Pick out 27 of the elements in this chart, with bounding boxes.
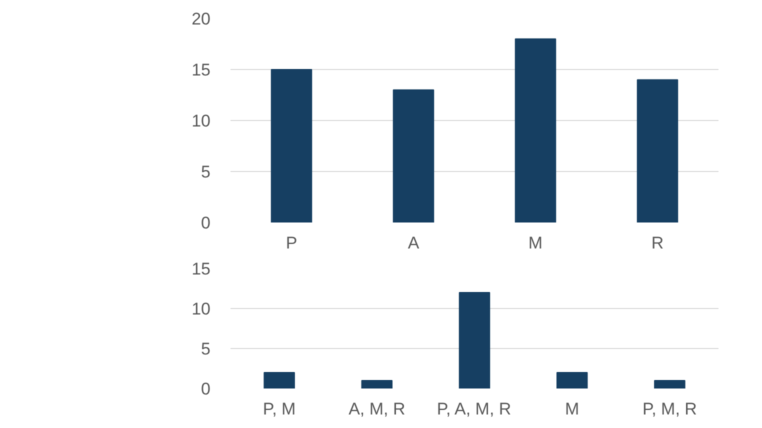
y-tick-label: 15 <box>192 60 211 80</box>
bar <box>556 372 588 388</box>
y-tick-label: 5 <box>201 162 211 182</box>
bar <box>361 380 393 388</box>
y-tick-label: 0 <box>201 214 211 232</box>
x-tick-label: M <box>565 400 580 418</box>
bar <box>636 79 678 222</box>
x-tick-label: A, M, R <box>348 400 406 418</box>
x-tick-label: P, M, R <box>642 400 697 418</box>
bar <box>270 69 312 222</box>
x-tick-label: P <box>286 234 298 252</box>
y-tick-label: 10 <box>192 112 211 130</box>
y-tick-label: 0 <box>201 380 211 398</box>
x-tick-label: M <box>528 234 543 252</box>
bar <box>264 372 295 388</box>
x-tick-label: P, M <box>262 400 296 418</box>
x-tick-label: R <box>651 234 664 252</box>
y-tick-label: 5 <box>201 340 211 358</box>
y-tick-label: 20 <box>192 10 211 28</box>
y-tick-label: 10 <box>192 300 211 318</box>
bar <box>458 292 490 388</box>
bar <box>654 380 686 388</box>
x-tick-label: A <box>408 234 420 252</box>
y-tick-label: 15 <box>192 260 211 278</box>
bar <box>514 38 556 222</box>
x-tick-label: P, A, M, R <box>436 400 512 418</box>
bar <box>392 89 434 222</box>
